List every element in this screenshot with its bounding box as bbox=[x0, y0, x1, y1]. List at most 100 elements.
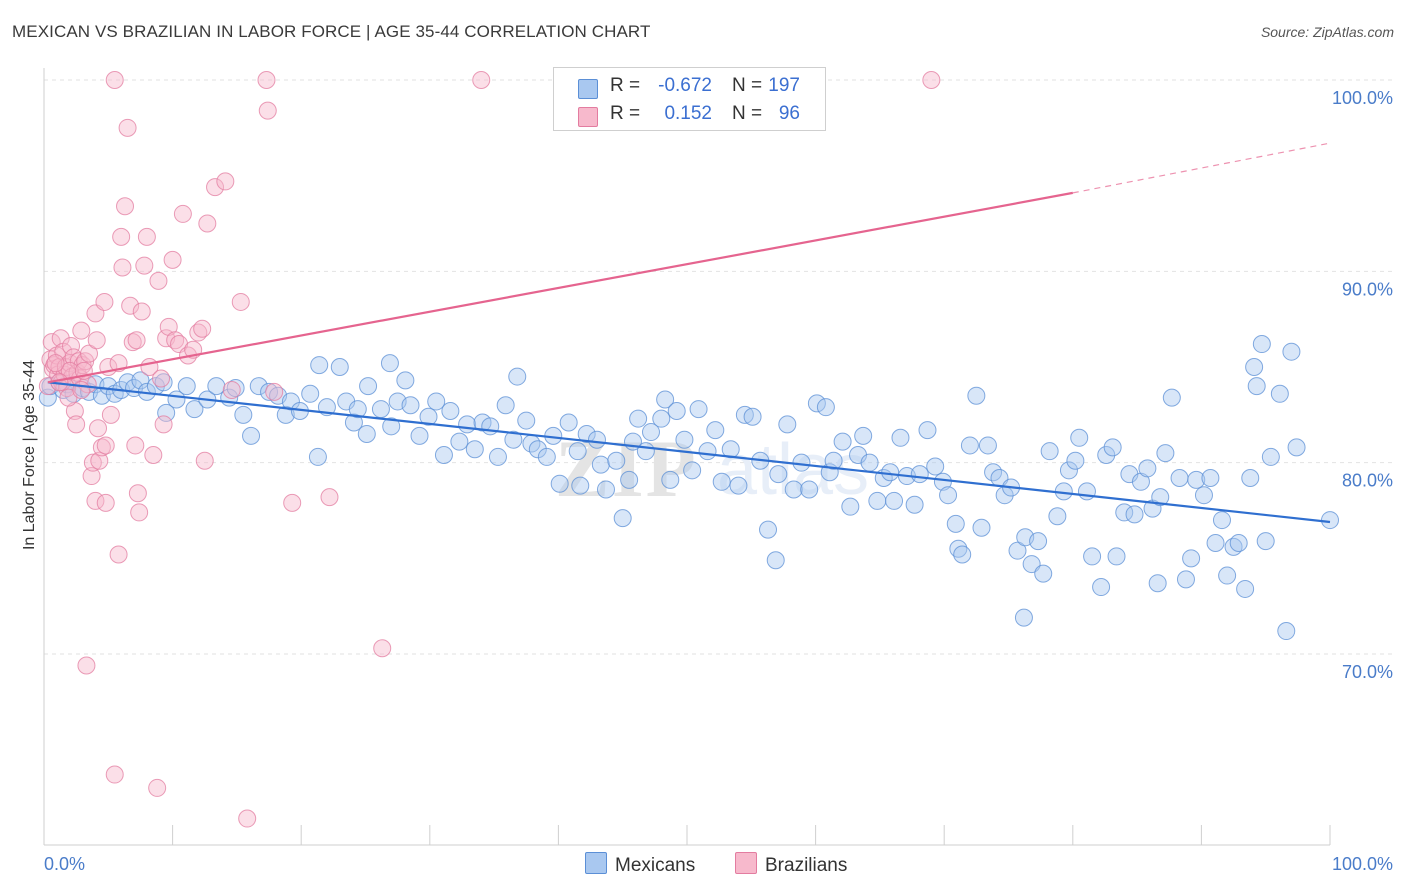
trend-lines bbox=[47, 142, 1331, 524]
point-mexicans bbox=[854, 426, 873, 445]
point-brazilians bbox=[67, 415, 86, 434]
point-mexicans bbox=[396, 371, 415, 390]
point-mexicans bbox=[450, 432, 469, 451]
point-brazilians bbox=[137, 227, 156, 246]
legend-r-label: R = bbox=[610, 103, 641, 124]
point-mexicans bbox=[427, 392, 446, 411]
point-mexicans bbox=[1138, 459, 1157, 478]
point-mexicans bbox=[1014, 608, 1033, 627]
point-mexicans bbox=[1182, 549, 1201, 568]
x-tick-label: 100.0% bbox=[1332, 854, 1393, 874]
point-mexicans bbox=[1206, 534, 1225, 553]
point-brazilians bbox=[112, 227, 131, 246]
point-mexicans bbox=[276, 405, 295, 424]
legend-n-value: 197 bbox=[768, 75, 800, 96]
point-mexicans bbox=[537, 447, 556, 466]
point-mexicans bbox=[419, 407, 438, 426]
point-brazilians bbox=[283, 493, 302, 512]
point-brazilians bbox=[163, 250, 182, 269]
point-mexicans bbox=[675, 430, 694, 449]
point-mexicans bbox=[706, 421, 725, 440]
point-mexicans bbox=[918, 421, 937, 440]
legend-r-value: 0.152 bbox=[664, 103, 712, 124]
point-brazilians bbox=[101, 405, 120, 424]
point-brazilians bbox=[128, 484, 147, 503]
point-mexicans bbox=[1034, 564, 1053, 583]
point-brazilians bbox=[42, 333, 61, 352]
point-mexicans bbox=[568, 442, 587, 461]
point-mexicans bbox=[1156, 444, 1175, 463]
point-mexicans bbox=[371, 400, 390, 419]
point-brazilians bbox=[198, 214, 217, 233]
point-mexicans bbox=[778, 415, 797, 434]
point-brazilians bbox=[82, 467, 101, 486]
trend-line-brazilians bbox=[47, 191, 1073, 384]
point-mexicans bbox=[620, 470, 639, 489]
point-brazilians bbox=[373, 639, 392, 658]
point-mexicans bbox=[689, 400, 708, 419]
point-mexicans bbox=[1252, 335, 1271, 354]
point-mexicans bbox=[885, 491, 904, 510]
point-brazilians bbox=[320, 488, 339, 507]
point-mexicans bbox=[1270, 384, 1289, 403]
bottom-legend-label-mexicans: Mexicans bbox=[615, 855, 696, 876]
point-mexicans bbox=[1176, 570, 1195, 589]
point-brazilians bbox=[127, 331, 146, 350]
point-mexicans bbox=[967, 386, 986, 405]
point-brazilians bbox=[77, 656, 96, 675]
point-mexicans bbox=[1282, 342, 1301, 361]
point-mexicans bbox=[348, 400, 367, 419]
point-mexicans bbox=[1070, 428, 1089, 447]
point-mexicans bbox=[636, 442, 655, 461]
point-mexicans bbox=[260, 382, 279, 401]
legend-n-value: 96 bbox=[778, 103, 800, 124]
point-mexicans bbox=[481, 417, 500, 436]
point-mexicans bbox=[508, 367, 527, 386]
point-brazilians bbox=[257, 71, 276, 89]
point-mexicans bbox=[550, 474, 569, 493]
point-brazilians bbox=[83, 453, 102, 472]
point-mexicans bbox=[946, 514, 965, 533]
point-mexicans bbox=[652, 409, 671, 428]
point-mexicans bbox=[683, 461, 702, 480]
point-mexicans bbox=[1256, 532, 1275, 551]
point-mexicans bbox=[629, 409, 648, 428]
bottom-legend-brazilians: Brazilians bbox=[735, 852, 847, 877]
point-mexicans bbox=[1077, 482, 1096, 501]
point-brazilians bbox=[149, 271, 168, 290]
point-mexicans bbox=[1247, 377, 1266, 396]
legend-swatch-brazilians bbox=[578, 107, 598, 127]
chart-title: MEXICAN VS BRAZILIAN IN LABOR FORCE | AG… bbox=[12, 22, 651, 41]
point-brazilians bbox=[62, 336, 81, 355]
point-mexicans bbox=[577, 424, 596, 443]
trend-line-brazilians-extension bbox=[1072, 142, 1331, 194]
point-brazilians bbox=[144, 446, 163, 465]
x-tick-label: 0.0% bbox=[44, 854, 85, 874]
axes bbox=[43, 68, 1331, 846]
bottom-legend-swatch-mexicans bbox=[585, 852, 607, 874]
point-brazilians bbox=[265, 382, 284, 401]
point-brazilians bbox=[105, 765, 124, 784]
point-mexicans bbox=[1148, 574, 1167, 593]
point-mexicans bbox=[596, 480, 615, 499]
legend-swatch-mexicans bbox=[578, 79, 598, 99]
point-brazilians bbox=[90, 451, 109, 470]
point-mexicans bbox=[517, 411, 536, 430]
point-mexicans bbox=[1245, 358, 1264, 376]
point-brazilians bbox=[126, 436, 145, 455]
point-brazilians bbox=[148, 778, 167, 797]
point-mexicans bbox=[357, 424, 376, 443]
point-mexicans bbox=[434, 446, 453, 465]
point-mexicans bbox=[759, 520, 778, 539]
trend-line-mexicans bbox=[47, 381, 1331, 524]
legend-r-label: R = bbox=[610, 75, 641, 96]
point-mexicans bbox=[330, 358, 349, 376]
legend-n-label: N = bbox=[732, 103, 763, 124]
point-mexicans bbox=[1059, 461, 1078, 480]
point-brazilians bbox=[87, 331, 106, 350]
point-mexicans bbox=[698, 442, 717, 461]
tick-labels: 70.0% 80.0% 90.0% 100.0% 0.0% 100.0% bbox=[44, 88, 1393, 874]
point-mexicans bbox=[613, 509, 632, 528]
point-mexicans bbox=[591, 455, 610, 474]
